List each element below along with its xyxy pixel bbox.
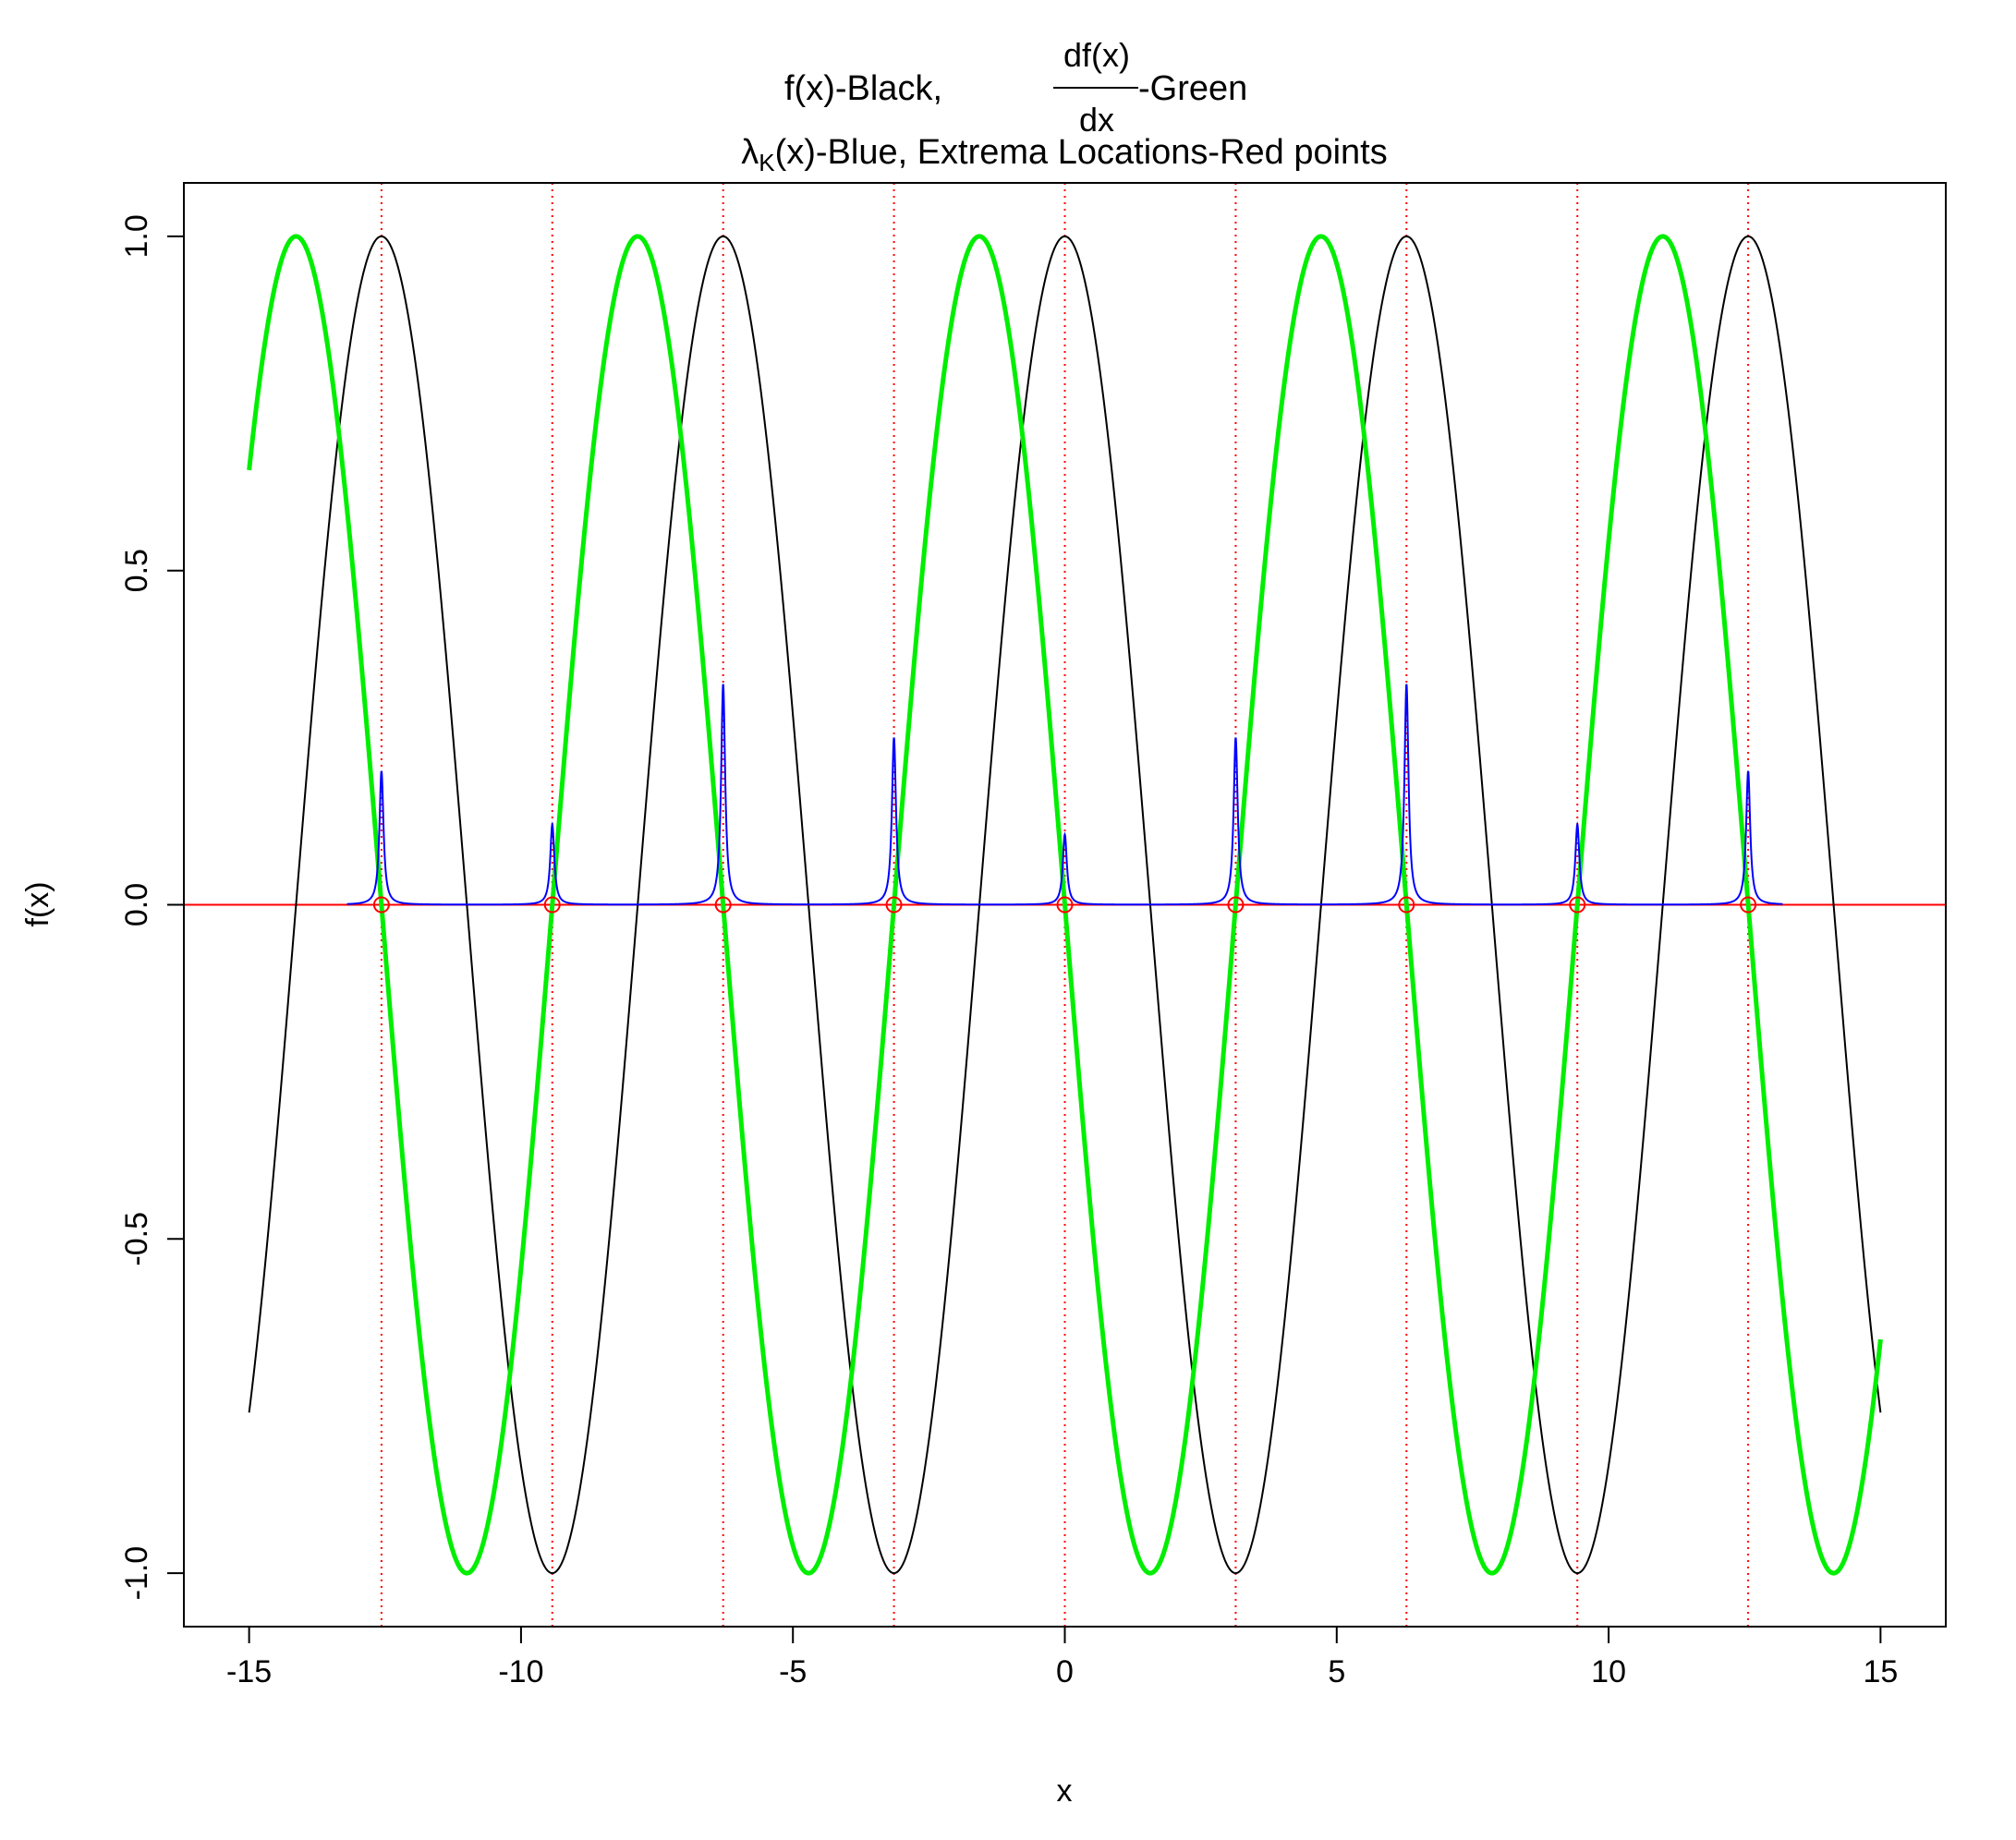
derivative-series-line <box>247 234 1883 1576</box>
f-series-line <box>248 235 1882 1575</box>
y-tick-label: 1.0 <box>119 214 154 258</box>
title-part-left: f(x)-Black, <box>784 69 942 108</box>
x-tick-label: -15 <box>226 1654 272 1689</box>
plot-layer <box>184 183 1946 1627</box>
x-tick-label: 0 <box>1056 1654 1074 1689</box>
extrema-point <box>1740 896 1757 914</box>
extrema-point <box>372 896 390 914</box>
y-tick-label: 0.5 <box>119 549 154 592</box>
x-tick-label: 10 <box>1591 1654 1626 1689</box>
y-tick-label: 0.0 <box>119 883 154 926</box>
x-tick-label: -5 <box>779 1654 807 1689</box>
y-axis-label: f(x) <box>20 881 55 926</box>
chart-title: f(x)-Black, df(x) dx -Green λK(x)-Blue, … <box>741 36 1388 176</box>
x-tick-label: 5 <box>1328 1654 1345 1689</box>
extrema-point <box>1569 896 1586 914</box>
x-tick-label: -10 <box>498 1654 543 1689</box>
extrema-point <box>1056 896 1074 914</box>
extrema-point <box>885 896 903 914</box>
title-line2: λK(x)-Blue, Extrema Locations-Red points <box>741 133 1388 176</box>
x-axis-label: x <box>1057 1773 1073 1809</box>
y-tick-label: -1.0 <box>119 1546 154 1601</box>
extrema-point <box>543 896 561 914</box>
title-fraction-numerator: df(x) <box>1063 36 1130 74</box>
y-tick-label: -0.5 <box>119 1212 154 1266</box>
plot-area <box>184 183 1946 1627</box>
title-line2-rest: (x)-Blue, Extrema Locations-Red points <box>775 133 1388 172</box>
y-axis: -1.0 -0.5 0.0 0.5 1.0 <box>119 214 184 1600</box>
x-axis: -15 -10 -5 0 5 10 15 <box>226 1626 1898 1689</box>
lambda-series-line <box>346 684 1783 906</box>
title-fraction-denominator: dx <box>1079 101 1114 139</box>
extrema-point <box>714 896 732 914</box>
title-lambda-subscript: K <box>759 149 775 176</box>
extrema-point <box>1227 896 1245 914</box>
x-tick-label: 15 <box>1863 1654 1898 1689</box>
title-lambda: λ <box>741 133 759 172</box>
title-part-right: -Green <box>1138 69 1247 108</box>
extrema-point <box>1398 896 1415 914</box>
